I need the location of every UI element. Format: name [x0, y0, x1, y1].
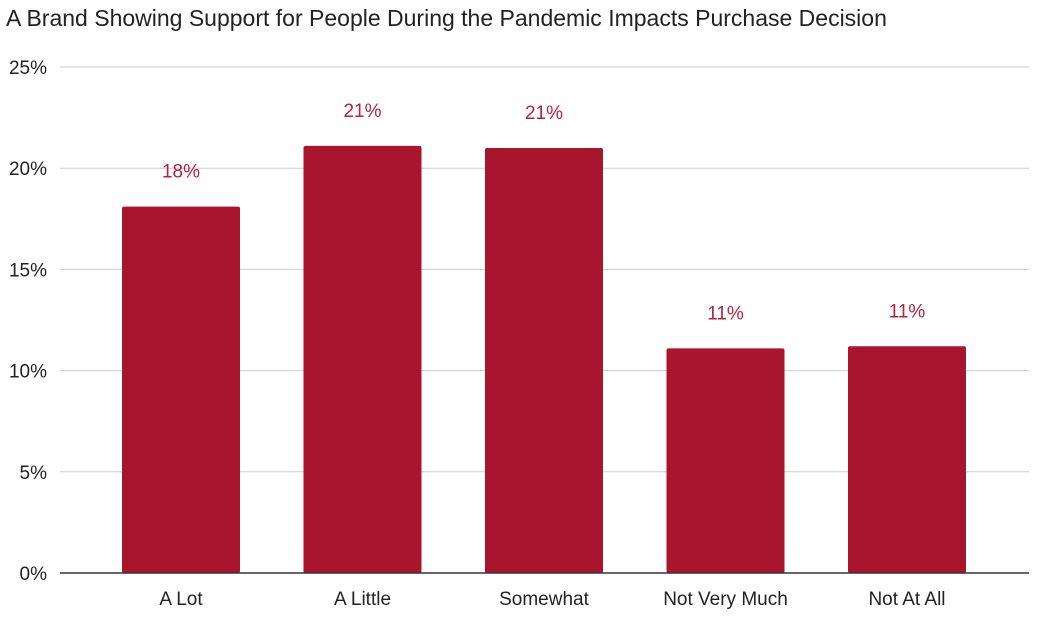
x-axis-categories: A Lot A Little Somewhat Not Very Much Not At… [159, 589, 945, 610]
bar [666, 348, 785, 573]
bar [848, 346, 966, 573]
bars [122, 145, 966, 573]
category-label: Not At All [868, 589, 945, 610]
bar [122, 206, 240, 573]
bar [485, 147, 603, 573]
data-label: 11% [889, 301, 926, 322]
category-label: A Lot [159, 589, 203, 610]
y-tick-label: 25% [9, 58, 47, 79]
data-label: 21% [525, 103, 563, 124]
chart-title: A Brand Showing Support for People Durin… [6, 5, 887, 31]
y-tick-label: 15% [9, 260, 47, 281]
data-label: 11% [707, 303, 744, 324]
y-tick-label: 10% [9, 362, 47, 383]
category-label: A Little [334, 589, 391, 610]
y-tick-label: 0% [20, 564, 48, 585]
data-label: 18% [162, 162, 200, 183]
data-labels: 18% 21% 21% 11% 11% [162, 101, 925, 324]
bar [303, 145, 422, 573]
data-label: 21% [343, 101, 381, 122]
y-tick-label: 20% [9, 159, 47, 180]
category-label: Somewhat [499, 589, 589, 610]
category-label: Not Very Much [663, 589, 788, 610]
y-tick-label: 5% [20, 463, 48, 484]
y-axis-ticks: 0% 5% 10% 15% 20% 25% [9, 58, 47, 585]
